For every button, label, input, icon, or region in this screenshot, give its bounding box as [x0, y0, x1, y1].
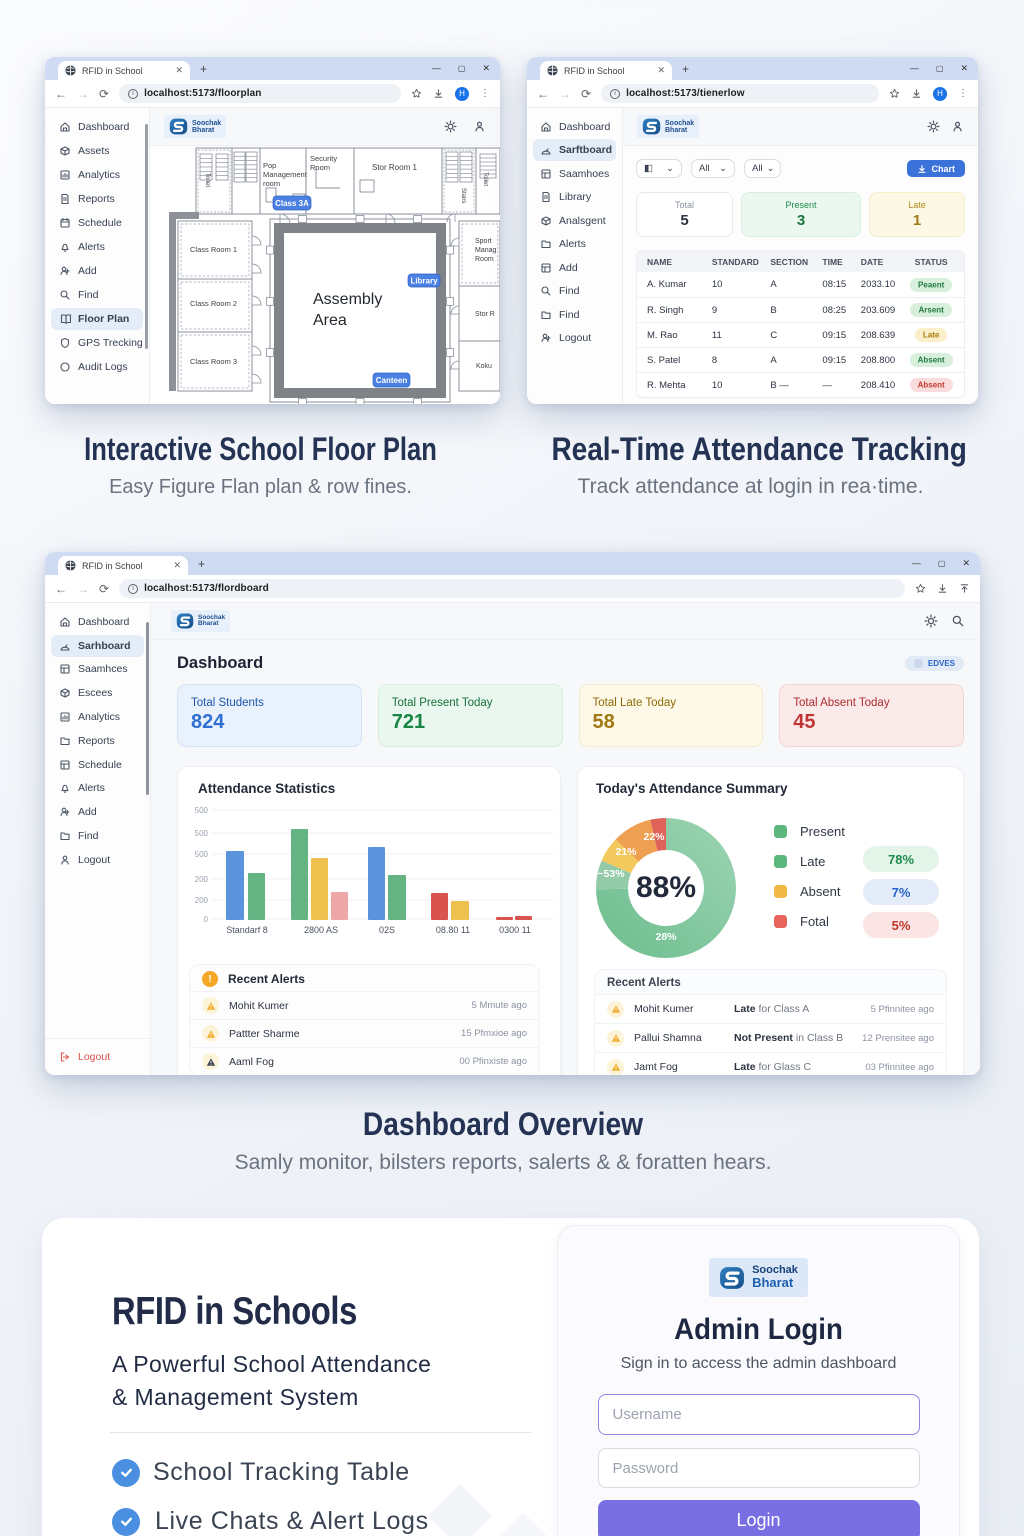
svg-text:2800 AS: 2800 AS [304, 925, 338, 935]
svg-text:Toilet: Toilet [204, 173, 210, 187]
svg-text:Standarf 8: Standarf 8 [226, 925, 268, 935]
svg-text:Library: Library [410, 276, 438, 285]
svg-text:Class Room 1: Class Room 1 [190, 245, 237, 254]
svg-text:22%: 22% [643, 831, 665, 843]
svg-text:Stor Room 1: Stor Room 1 [372, 163, 417, 172]
svg-text:88%: 88% [636, 871, 696, 904]
svg-text:Class Room 3: Class Room 3 [190, 357, 237, 366]
svg-text:Assembly: Assembly [313, 291, 382, 308]
svg-text:Manag: Manag [475, 247, 497, 254]
svg-text:500: 500 [195, 850, 209, 859]
svg-text:Stor R: Stor R [475, 311, 495, 318]
svg-text:Sport: Sport [475, 238, 492, 245]
svg-text:Canteen: Canteen [376, 376, 408, 385]
svg-text:28%: 28% [655, 931, 677, 943]
svg-text:−53%: −53% [597, 868, 625, 880]
svg-text:Room: Room [475, 256, 494, 263]
svg-text:08.80 11: 08.80 11 [436, 925, 470, 935]
svg-text:room: room [263, 179, 280, 188]
svg-text:Security: Security [310, 154, 337, 163]
svg-text:0: 0 [204, 915, 209, 924]
svg-text:Pop: Pop [263, 161, 276, 170]
svg-text:02S: 02S [379, 925, 395, 935]
svg-text:Room: Room [310, 163, 330, 172]
svg-text:200: 200 [195, 896, 209, 905]
svg-text:Koku: Koku [476, 363, 492, 370]
svg-text:0300 11: 0300 11 [499, 925, 531, 935]
svg-text:Toilet: Toilet [482, 172, 488, 186]
svg-text:Management: Management [263, 170, 308, 179]
svg-text:Class Room 2: Class Room 2 [190, 299, 237, 308]
svg-text:Area: Area [313, 312, 347, 329]
svg-text:Stairs: Stairs [460, 188, 466, 203]
svg-text:Class 3A: Class 3A [275, 199, 309, 208]
svg-text:500: 500 [195, 806, 209, 815]
svg-text:200: 200 [195, 875, 209, 884]
svg-text:500: 500 [195, 829, 209, 838]
svg-text:21%: 21% [615, 846, 637, 858]
